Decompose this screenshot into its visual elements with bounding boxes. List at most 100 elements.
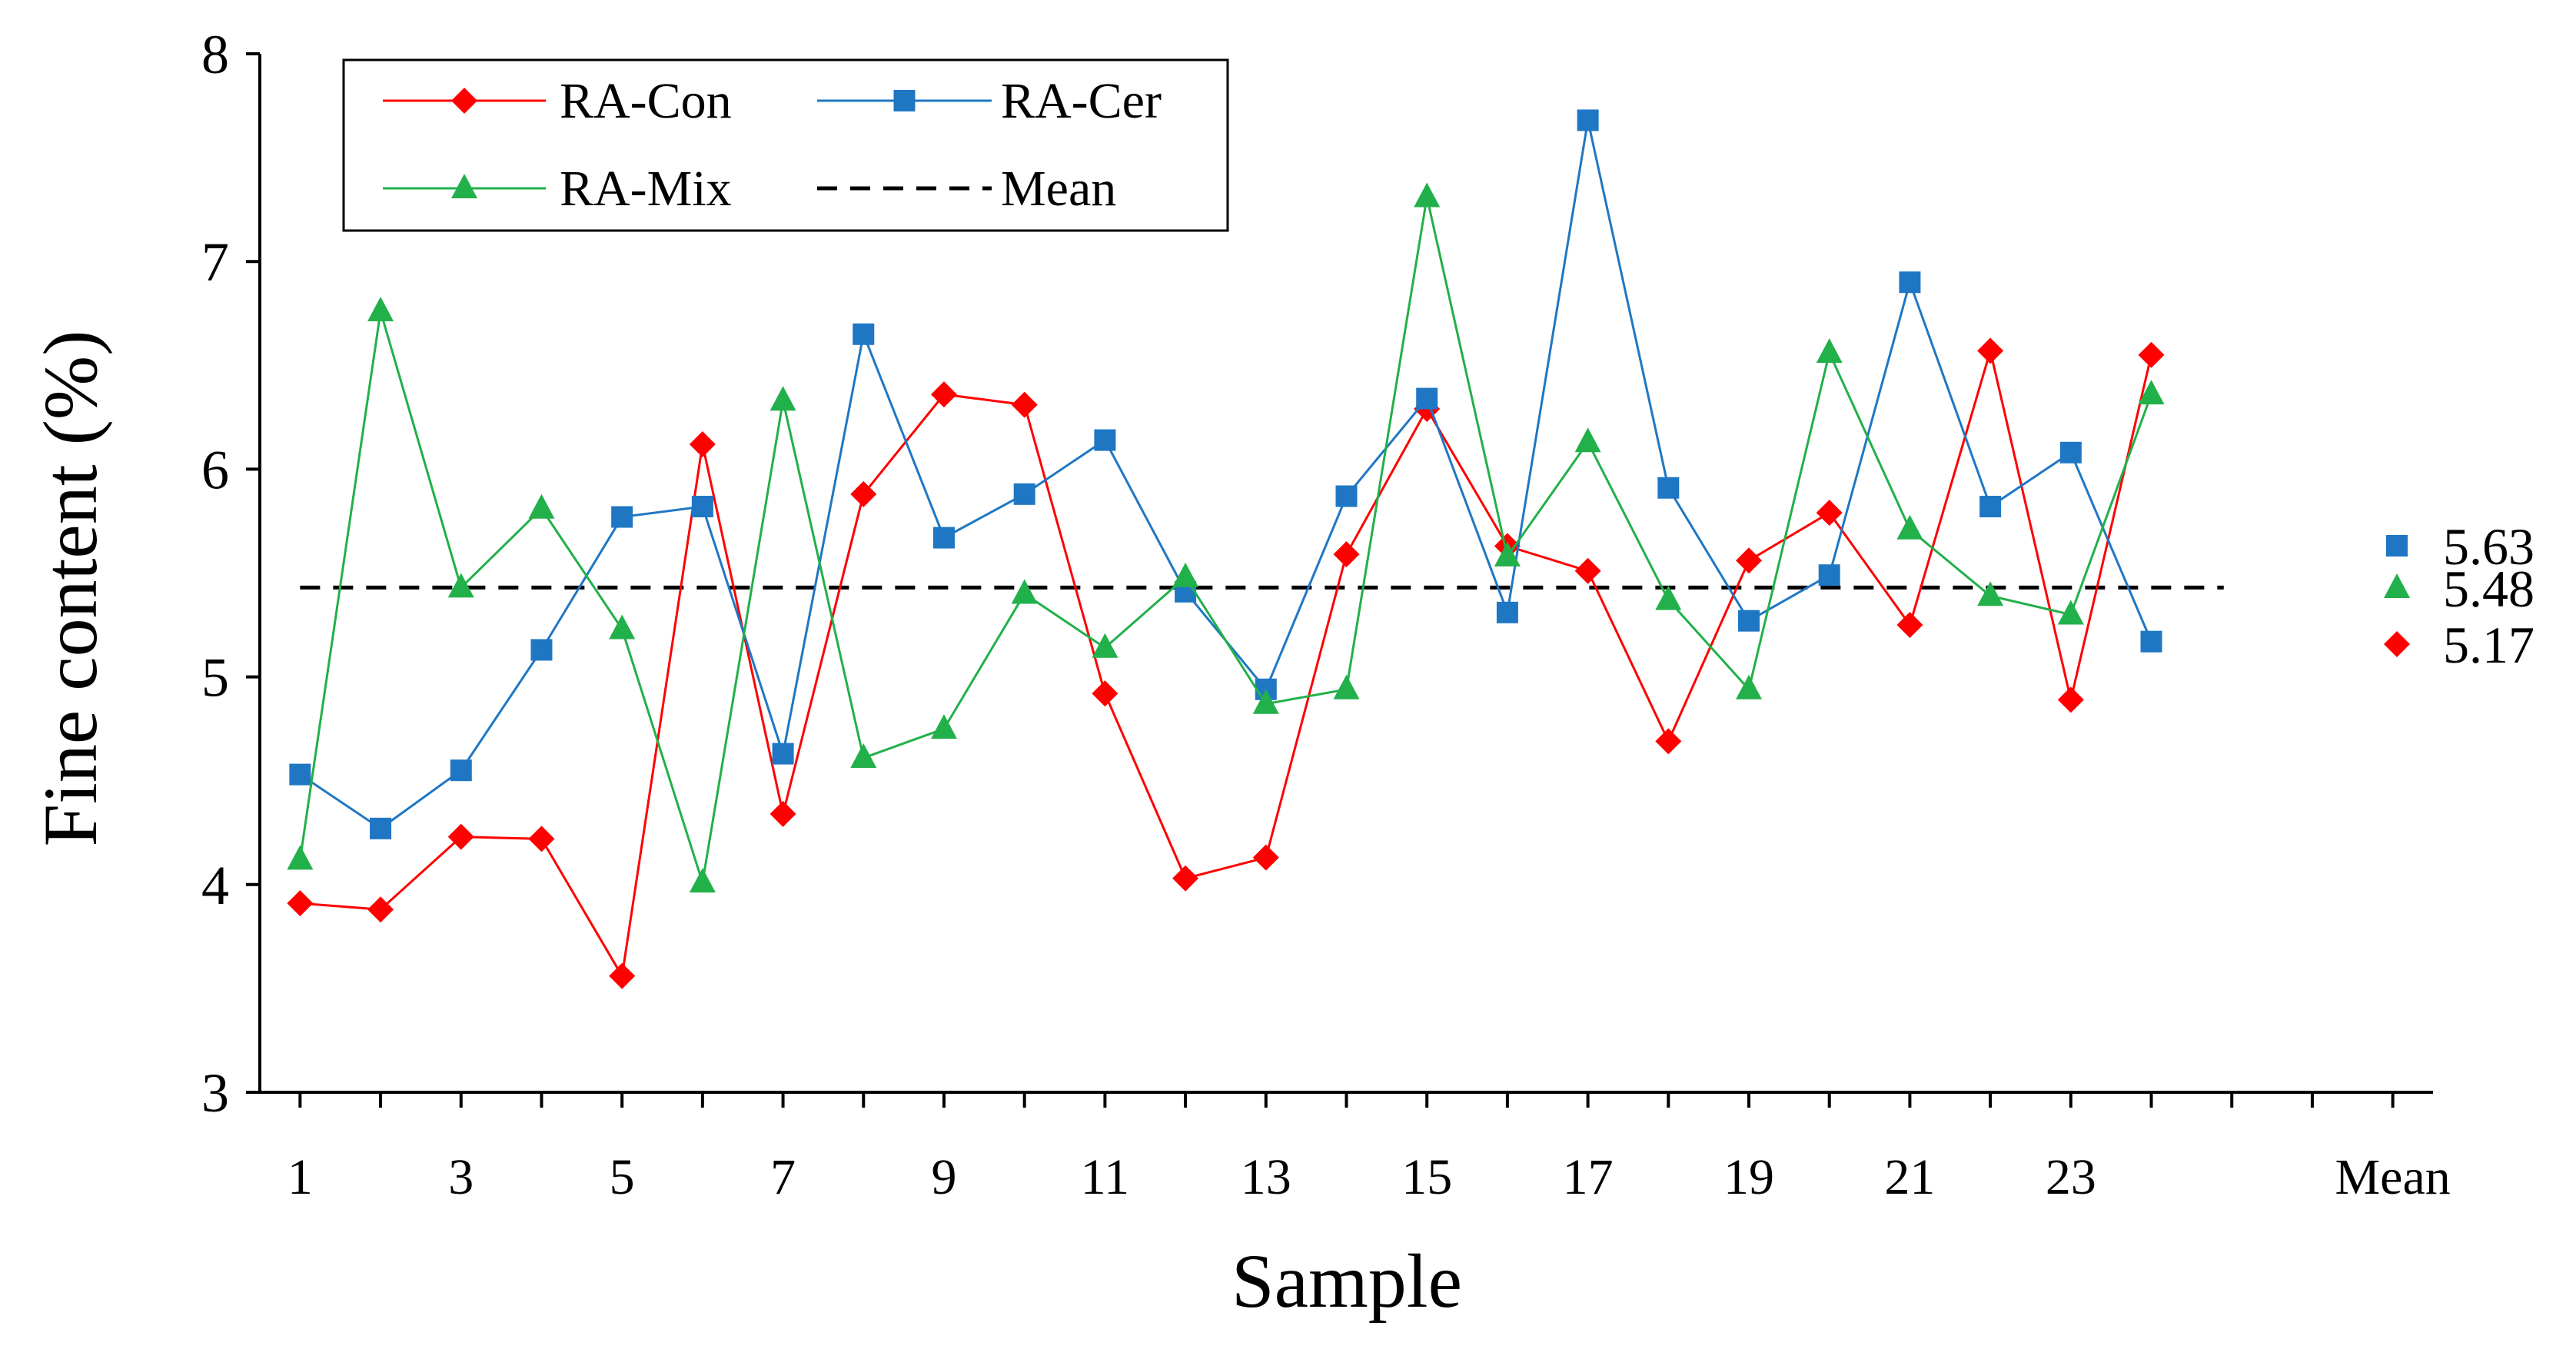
data-point	[450, 759, 472, 782]
x-tick-label: 7	[770, 1149, 796, 1205]
x-tick-label: 21	[1884, 1149, 1935, 1205]
mean-marker-ra-mix	[2384, 573, 2410, 598]
data-point	[1416, 387, 1438, 410]
data-point	[1335, 485, 1358, 507]
data-point	[1818, 564, 1840, 586]
data-point	[850, 480, 877, 507]
series-ra-con	[287, 337, 2165, 989]
data-point	[447, 823, 474, 850]
data-point	[367, 297, 394, 322]
data-point	[1252, 689, 1279, 714]
series-line-ra-con	[300, 346, 2152, 980]
x-axis-title: Sample	[1231, 1238, 1462, 1324]
x-tick-label: 3	[448, 1149, 474, 1205]
legend-marker-ra-con	[451, 88, 477, 114]
data-point	[1252, 844, 1279, 871]
data-point	[370, 817, 392, 839]
data-point	[530, 639, 553, 661]
data-point	[287, 845, 314, 870]
data-point	[1333, 674, 1360, 699]
data-point	[1655, 728, 1682, 755]
data-point	[850, 743, 877, 768]
data-point	[689, 868, 716, 893]
data-point	[367, 896, 394, 923]
data-point	[1655, 585, 1682, 610]
x-tick-label: 15	[1401, 1149, 1452, 1205]
data-point	[1494, 541, 1521, 567]
x-tick-label: 13	[1241, 1149, 1291, 1205]
legend-marker-ra-mix	[451, 174, 477, 198]
data-point	[930, 381, 957, 408]
mean-value-label: 5.17	[2443, 616, 2534, 674]
data-point	[1738, 610, 1760, 632]
data-point	[1333, 541, 1360, 568]
x-tick-label: 5	[610, 1149, 635, 1205]
x-tick-label: Mean	[2335, 1149, 2451, 1205]
series-ra-mix	[287, 182, 2165, 893]
data-point	[2140, 630, 2162, 653]
data-point	[1577, 109, 1599, 131]
data-point	[1896, 612, 1923, 639]
y-ticks: 3 4 5 6 7 8	[201, 24, 260, 1124]
data-point	[611, 506, 633, 528]
data-point	[1496, 601, 1518, 623]
data-point	[2138, 380, 2165, 405]
data-point	[932, 527, 955, 549]
series-line-ra-mix	[298, 197, 2152, 883]
y-tick-label: 3	[201, 1062, 229, 1124]
data-point	[1816, 500, 1843, 527]
data-point	[609, 614, 636, 640]
y-tick-label: 8	[201, 24, 229, 85]
x-ticks: 1 3 5 7 9 11 13 15 17 19 21 23 Mean	[288, 1092, 2451, 1205]
data-point	[1816, 338, 1843, 364]
data-point	[1414, 182, 1441, 208]
data-point	[1657, 477, 1680, 499]
data-point	[1736, 674, 1763, 699]
x-tick-label: 17	[1563, 1149, 1614, 1205]
y-tick-label: 4	[201, 855, 229, 916]
data-point	[1011, 579, 1038, 604]
legend-marker-ra-cer	[893, 90, 916, 111]
y-tick-label: 5	[201, 647, 229, 709]
x-tick-label: 23	[2046, 1149, 2096, 1205]
data-point	[2057, 686, 2084, 713]
mean-value-label: 5.63	[2443, 517, 2534, 576]
data-point	[689, 430, 716, 457]
data-point	[769, 386, 796, 411]
mean-marker-ra-cer	[2386, 535, 2408, 557]
data-point	[1092, 680, 1118, 707]
legend-label: RA-Con	[560, 73, 732, 129]
data-point	[691, 496, 713, 518]
data-point	[853, 323, 875, 345]
series-mean-annotations: 5.635.485.17	[2384, 517, 2534, 674]
legend-label: RA-Cer	[1001, 73, 1162, 129]
data-point	[1172, 865, 1199, 892]
data-point	[1094, 429, 1116, 451]
data-point	[528, 826, 555, 852]
data-point	[1977, 337, 2004, 364]
data-point	[609, 962, 636, 989]
data-point	[2138, 341, 2165, 368]
x-tick-label: 11	[1081, 1149, 1130, 1205]
data-point	[287, 890, 314, 917]
data-point	[289, 763, 311, 786]
x-tick-label: 9	[931, 1149, 956, 1205]
data-point	[2057, 600, 2084, 625]
x-tick-label: 19	[1723, 1149, 1774, 1205]
y-tick-label: 7	[201, 231, 229, 293]
data-point	[1736, 547, 1763, 574]
legend: RA-Con RA-Cer RA-Mix Mean	[342, 58, 1229, 232]
data-point	[447, 573, 474, 598]
data-point	[1011, 391, 1038, 418]
data-point	[1574, 427, 1601, 453]
mean-marker-ra-con	[2384, 631, 2410, 657]
data-point	[1977, 581, 2004, 606]
legend-box	[342, 58, 1229, 232]
legend-label: RA-Mix	[560, 161, 732, 217]
data-point	[1899, 271, 1921, 294]
x-tick-label: 1	[288, 1149, 313, 1205]
data-point	[1574, 557, 1601, 584]
data-point	[1013, 483, 1035, 505]
data-point	[1979, 496, 2002, 518]
